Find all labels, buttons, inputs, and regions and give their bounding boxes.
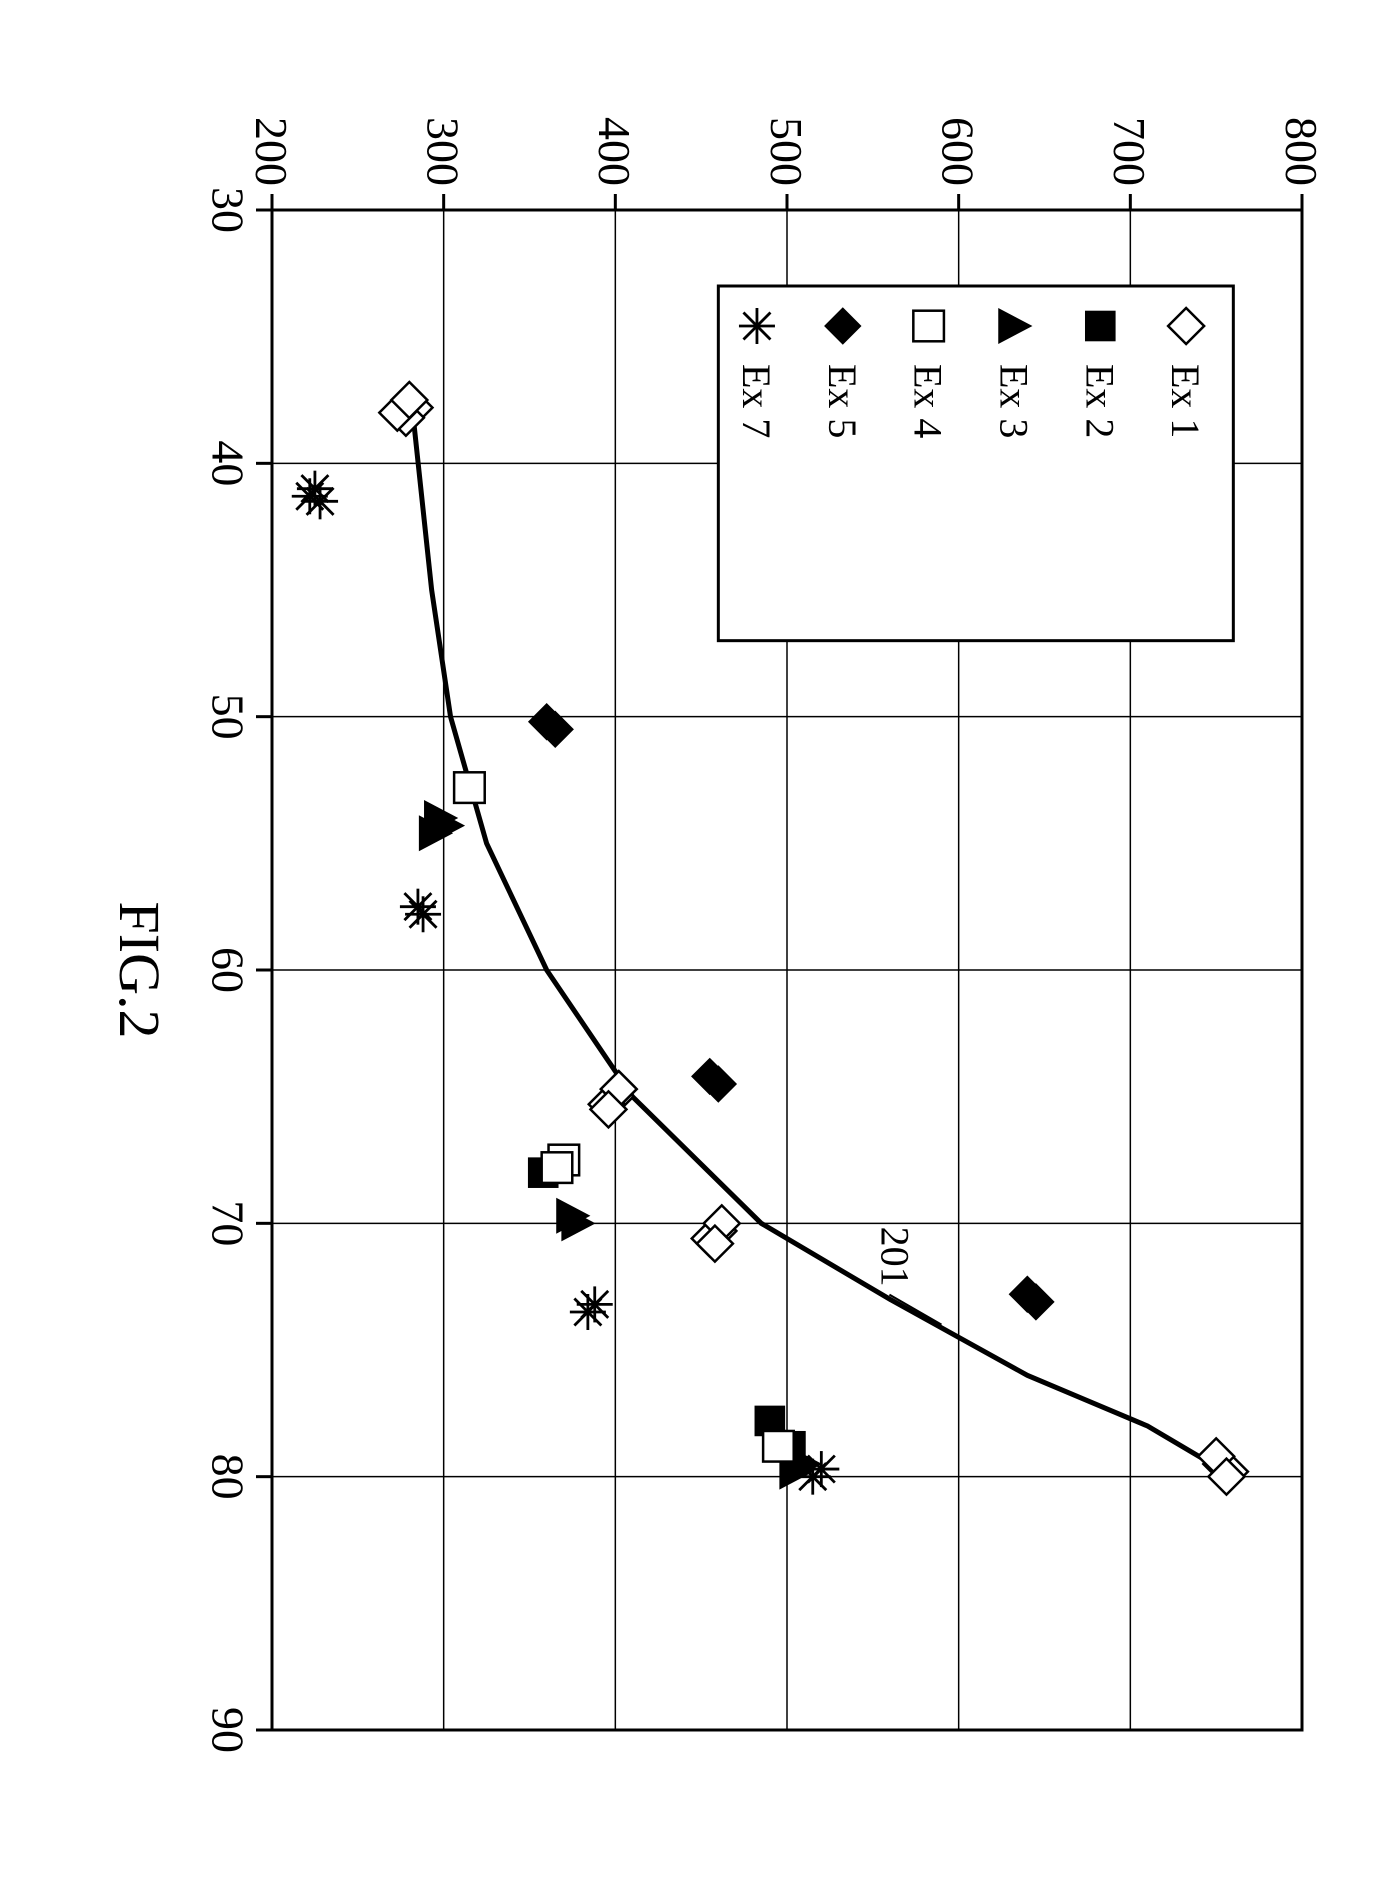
legend-box	[718, 286, 1233, 641]
scatter-chart: 30 40 50 60 70 80 90 200 300 400 500 600 700 800 201 Ex…	[0, 0, 1392, 1884]
x-tick-label: 90	[202, 1707, 253, 1753]
x-tick-label: 50	[202, 694, 253, 740]
x-tick-label: 40	[202, 440, 253, 486]
legend-label: Ex 4	[906, 364, 951, 438]
rotation-wrapper: 30 40 50 60 70 80 90 200 300 400 500 600 700 800 201 Ex…	[0, 0, 1392, 1884]
y-tick-label: 700	[1104, 117, 1155, 186]
y-tick-label: 300	[418, 117, 469, 186]
legend-label: Ex 5	[820, 364, 865, 438]
chart-container: 30 40 50 60 70 80 90 200 300 400 500 600 700 800 201 Ex…	[0, 0, 1392, 1884]
y-tick-label: 600	[933, 117, 984, 186]
legend-label: Ex 3	[991, 364, 1036, 438]
legend-label: Ex 7	[734, 364, 779, 438]
y-tick-label: 800	[1276, 117, 1327, 186]
x-tick-label: 80	[202, 1454, 253, 1500]
x-tick-label: 30	[202, 187, 253, 233]
x-tick-label: 60	[202, 947, 253, 993]
y-tick-label: 200	[246, 117, 297, 186]
page: 30 40 50 60 70 80 90 200 300 400 500 600 700 800 201 Ex…	[0, 0, 1392, 1884]
legend-label: Ex 2	[1077, 364, 1122, 438]
legend-label: Ex 1	[1163, 364, 1208, 438]
figure-caption: FIG.2	[107, 902, 172, 1039]
x-tick-label: 70	[202, 1200, 253, 1246]
y-tick-label: 400	[589, 117, 640, 186]
annotation-201: 201	[872, 1227, 917, 1287]
y-tick-label: 500	[761, 117, 812, 186]
